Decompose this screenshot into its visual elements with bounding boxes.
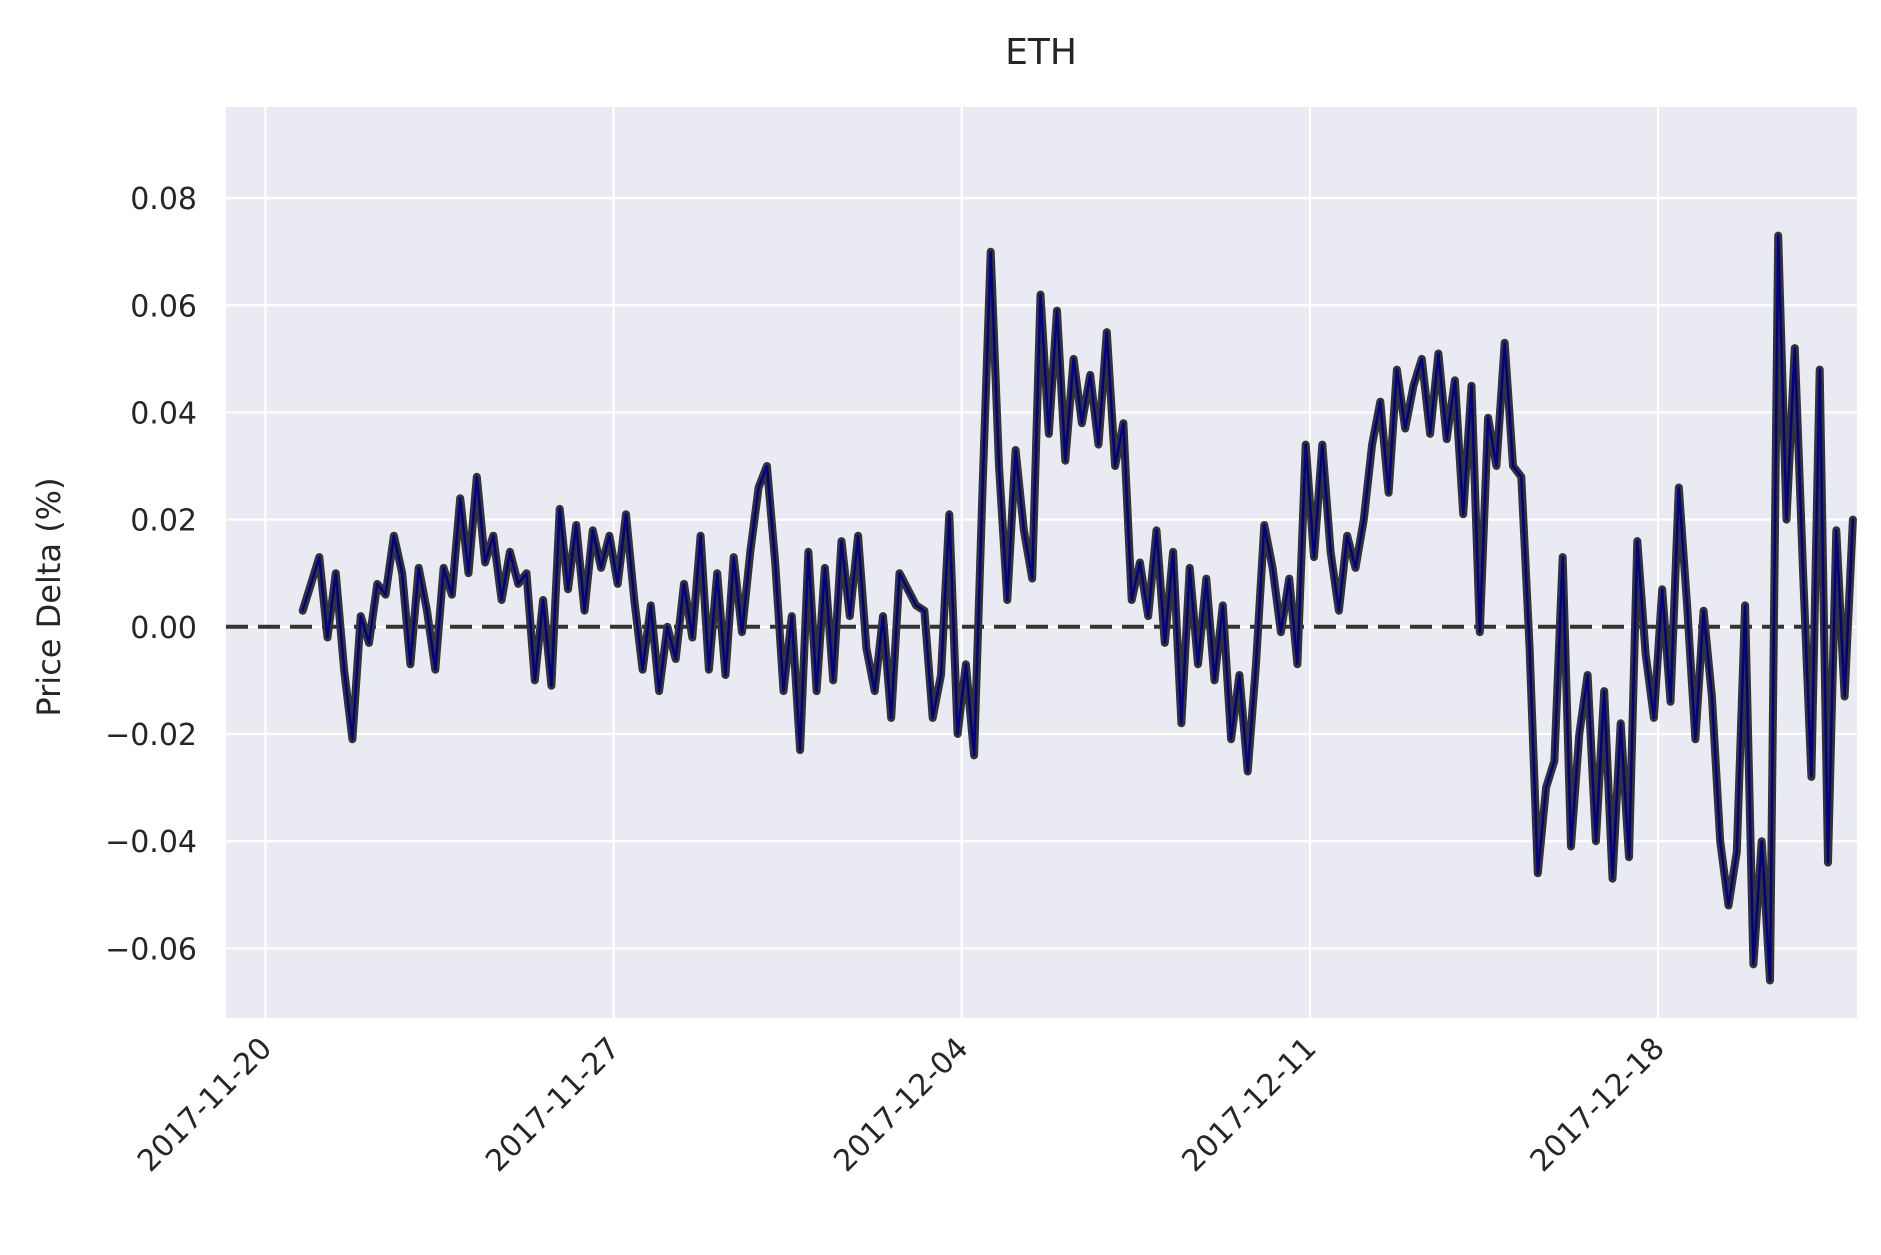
y-tick-label: 0.04 [130,396,197,431]
x-tick-labels: 2017-11-20 2017-11-27 2017-12-04 2017-12-11… [131,1031,1672,1179]
x-tick-label: 2017-11-20 [131,1031,279,1179]
y-tick-labels: −0.06 −0.04 −0.02 0.00 0.02 0.04 0.06 0.08 [105,182,197,967]
y-tick-label: 0.06 [130,289,197,324]
y-tick-label: −0.02 [105,718,197,753]
x-tick-label: 2017-12-11 [1175,1031,1323,1179]
x-tick-label: 2017-11-27 [479,1031,627,1179]
y-tick-label: 0.00 [130,611,197,646]
chart-title: ETH [1005,32,1077,73]
x-tick-label: 2017-12-04 [827,1031,975,1179]
y-tick-label: −0.06 [105,932,197,967]
series-layer [298,231,1857,985]
series-line [301,234,1855,982]
y-tick-label: 0.08 [130,182,197,217]
x-tick-label: 2017-12-18 [1524,1031,1672,1179]
y-tick-label: −0.04 [105,825,197,860]
y-axis-label: Price Delta (%) [30,477,68,716]
y-tick-label: 0.02 [130,504,197,539]
